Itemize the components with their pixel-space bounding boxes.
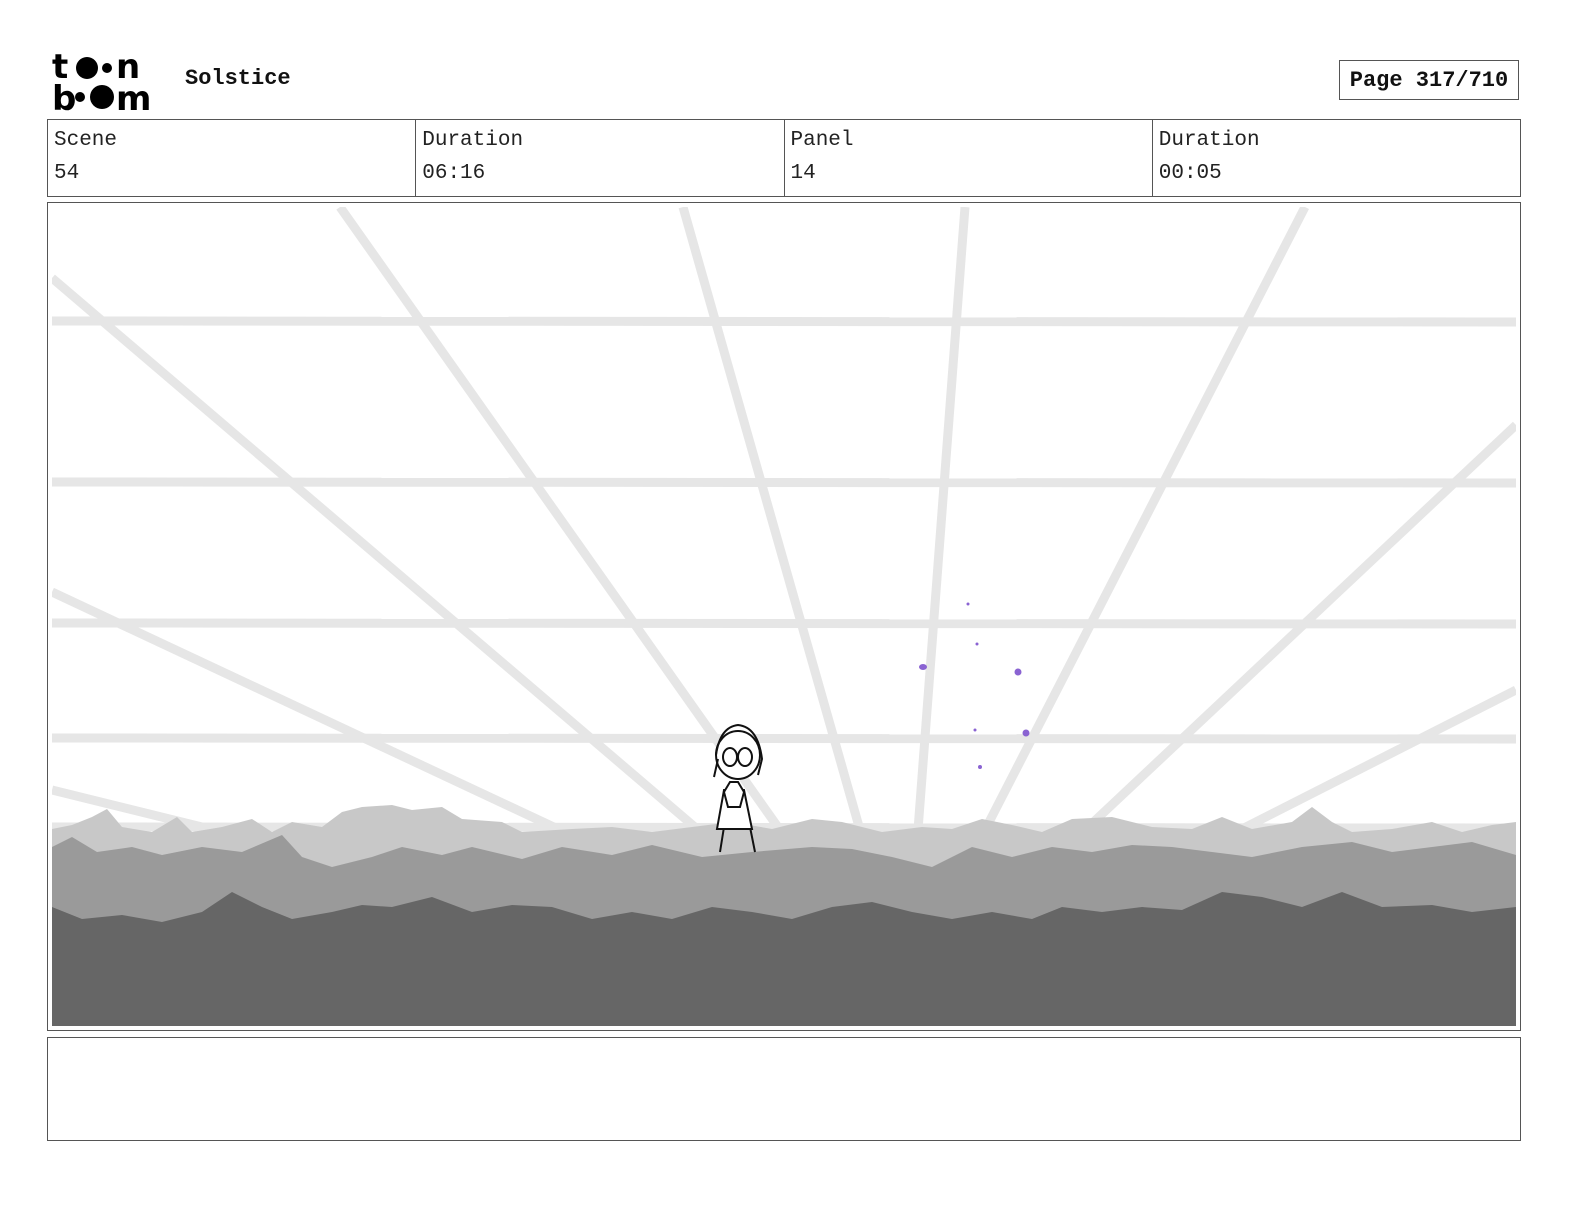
character-girl bbox=[713, 723, 764, 853]
scene-value: 54 bbox=[54, 162, 80, 185]
page-number: Page 317/710 bbox=[1339, 60, 1519, 100]
svg-text:m: m bbox=[116, 79, 151, 112]
storyboard-panel bbox=[47, 202, 1521, 1031]
panel-value: 14 bbox=[790, 162, 816, 185]
panel-label: Panel bbox=[790, 129, 854, 152]
ground-dark bbox=[52, 892, 1516, 1026]
toon-boom-logo: t n b m bbox=[52, 50, 151, 112]
scene-info-bar: Scene 54 Duration 06:16 Panel 14 Duration 00… bbox=[47, 119, 1521, 197]
project-title: Solstice bbox=[185, 66, 291, 91]
scene-duration-label: Duration bbox=[422, 129, 524, 152]
scene-cell: Scene 54 bbox=[48, 120, 415, 196]
panel-notes bbox=[47, 1037, 1521, 1141]
scene-duration-value: 06:16 bbox=[422, 162, 486, 185]
svg-text:t: t bbox=[52, 50, 68, 87]
purple-particles bbox=[919, 602, 1030, 769]
panel-cell: Panel 14 bbox=[783, 120, 1152, 196]
panel-duration-cell: Duration 00:05 bbox=[1151, 120, 1520, 196]
scene-label: Scene bbox=[54, 129, 118, 152]
panel-duration-label: Duration bbox=[1158, 129, 1260, 152]
scene-duration-cell: Duration 06:16 bbox=[415, 120, 783, 196]
panel-duration-value: 00:05 bbox=[1158, 162, 1222, 185]
panel-drawing bbox=[52, 207, 1516, 1026]
svg-text:b: b bbox=[52, 79, 76, 112]
svg-text:n: n bbox=[116, 50, 140, 87]
